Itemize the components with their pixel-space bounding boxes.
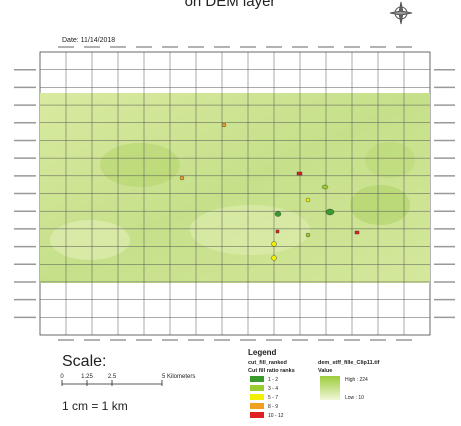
coordinate-ticks: [14, 46, 455, 341]
legend-swatch: [250, 412, 264, 418]
legend-high: High : 224: [345, 377, 368, 383]
scale-tick: 5 Kilometers: [162, 374, 195, 380]
legend-swatch: [250, 403, 264, 409]
legend-title: Legend: [248, 348, 277, 357]
scale-tick: 2.5: [108, 374, 117, 380]
legend-class: 5 - 7: [268, 395, 278, 401]
legend-class: 10 - 12: [268, 413, 284, 419]
legend-class: 3 - 4: [268, 386, 278, 392]
legend-value: Value: [318, 368, 332, 374]
legend-low: Low : 10: [345, 395, 364, 401]
legend-raster: dem_stff_fille_Clip11.tif: [318, 360, 380, 366]
legend-field: Cut fill ratio ranks: [248, 368, 295, 374]
scale-tick: 0: [60, 374, 64, 380]
map-title: on DEM layer: [185, 0, 276, 10]
graticule: [40, 52, 430, 335]
north-arrow: [389, 1, 413, 25]
legend-swatch: [250, 394, 264, 400]
cut-fill-points: [179, 122, 360, 261]
date-label: Date: 11/14/2018: [62, 37, 115, 44]
scale-label: Scale:: [62, 353, 106, 370]
legend-class: 1 - 2: [268, 377, 278, 383]
dem-raster: [40, 93, 430, 283]
scale-tick: 1.25: [81, 374, 93, 380]
legend-class: 8 - 9: [268, 404, 278, 410]
legend-ramp: [320, 376, 340, 400]
scale-ratio: 1 cm = 1 km: [62, 399, 128, 413]
legend-classes: 1 - 2 3 - 4 5 - 7 8 - 9 10 - 12: [250, 376, 284, 419]
legend-swatch: [250, 385, 264, 391]
legend-swatch: [250, 376, 264, 382]
legend-layer: cut_fill_ranked: [248, 360, 287, 366]
scale-bar: [61, 380, 163, 386]
